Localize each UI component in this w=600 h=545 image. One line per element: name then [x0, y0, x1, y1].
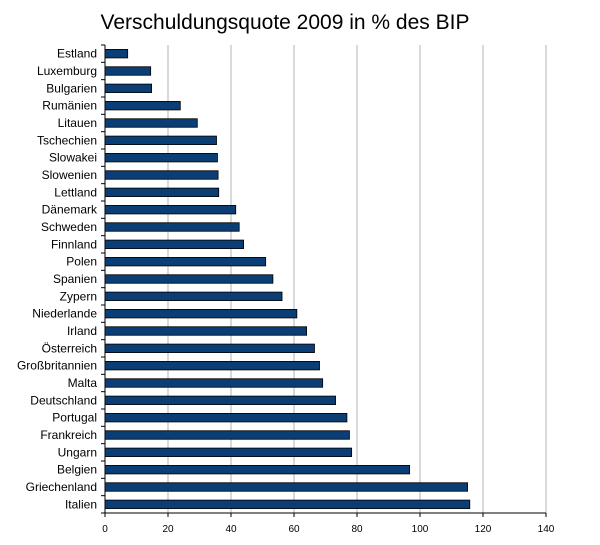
x-tick-label-1: 20 — [162, 524, 174, 535]
category-label-10: Schweden — [41, 220, 97, 234]
plot-area: 0 20 40 60 80 100 120 140 Estland Luxemburg Bulgar… — [17, 44, 555, 535]
category-label-9: Dänemark — [42, 203, 98, 217]
x-tick-label-7: 140 — [538, 524, 555, 535]
bar-3 — [104, 101, 181, 111]
category-label-26: Italien — [65, 497, 97, 511]
category-label-1: Luxemburg — [37, 64, 97, 78]
chart-title: Verschuldungsquote 2009 in % des BIP — [101, 11, 470, 34]
bar-8 — [104, 187, 220, 197]
bar-6 — [104, 153, 218, 163]
bar-21 — [104, 413, 348, 423]
bar-15 — [104, 309, 298, 319]
bar-19 — [104, 378, 324, 388]
category-label-25: Griechenland — [26, 480, 97, 494]
category-label-16: Irland — [67, 324, 97, 338]
bar-14 — [104, 291, 283, 301]
category-label-13: Spanien — [53, 272, 97, 286]
category-label-17: Österreich — [42, 341, 97, 355]
x-tick-label-5: 100 — [412, 524, 429, 535]
x-tick-label-2: 40 — [225, 524, 237, 535]
category-label-24: Belgien — [57, 463, 97, 477]
category-label-18: Großbritannien — [17, 359, 97, 373]
bar-26 — [104, 499, 471, 509]
bar-12 — [104, 257, 267, 267]
bar-16 — [104, 326, 308, 336]
x-tick-label-4: 80 — [351, 524, 363, 535]
bar-23 — [104, 447, 353, 457]
category-label-12: Polen — [66, 255, 97, 269]
category-label-3: Rumänien — [42, 99, 97, 113]
category-label-0: Estland — [57, 47, 97, 61]
x-tick-label-6: 120 — [475, 524, 492, 535]
category-label-23: Ungarn — [58, 445, 97, 459]
bar-25 — [104, 482, 468, 492]
category-label-20: Deutschland — [30, 393, 97, 407]
category-label-21: Portugal — [52, 411, 97, 425]
category-label-8: Lettland — [54, 185, 97, 199]
x-tick-label-3: 60 — [288, 524, 300, 535]
bar-2 — [104, 83, 153, 93]
category-label-14: Zypern — [60, 289, 97, 303]
x-tick-label-0: 0 — [102, 524, 108, 535]
bar-7 — [104, 170, 219, 180]
bar-17 — [104, 343, 315, 353]
category-label-15: Niederlande — [32, 307, 97, 321]
category-label-5: Tschechien — [37, 133, 97, 147]
bar-10 — [104, 222, 240, 232]
category-label-7: Slowenien — [42, 168, 97, 182]
bar-1 — [104, 66, 152, 76]
bar-11 — [104, 239, 245, 249]
category-label-19: Malta — [68, 376, 98, 390]
category-label-11: Finnland — [51, 237, 97, 251]
bar-13 — [104, 274, 274, 284]
bar-18 — [104, 361, 320, 371]
bar-0 — [104, 49, 129, 59]
bar-5 — [104, 135, 217, 145]
category-label-4: Litauen — [58, 116, 97, 130]
bar-22 — [104, 430, 350, 440]
category-label-6: Slowakei — [49, 151, 97, 165]
bar-4 — [104, 118, 198, 128]
category-label-22: Frankreich — [40, 428, 97, 442]
category-label-2: Bulgarien — [46, 81, 97, 95]
bar-20 — [104, 395, 336, 405]
bar-9 — [104, 205, 237, 215]
bar-24 — [104, 465, 411, 475]
